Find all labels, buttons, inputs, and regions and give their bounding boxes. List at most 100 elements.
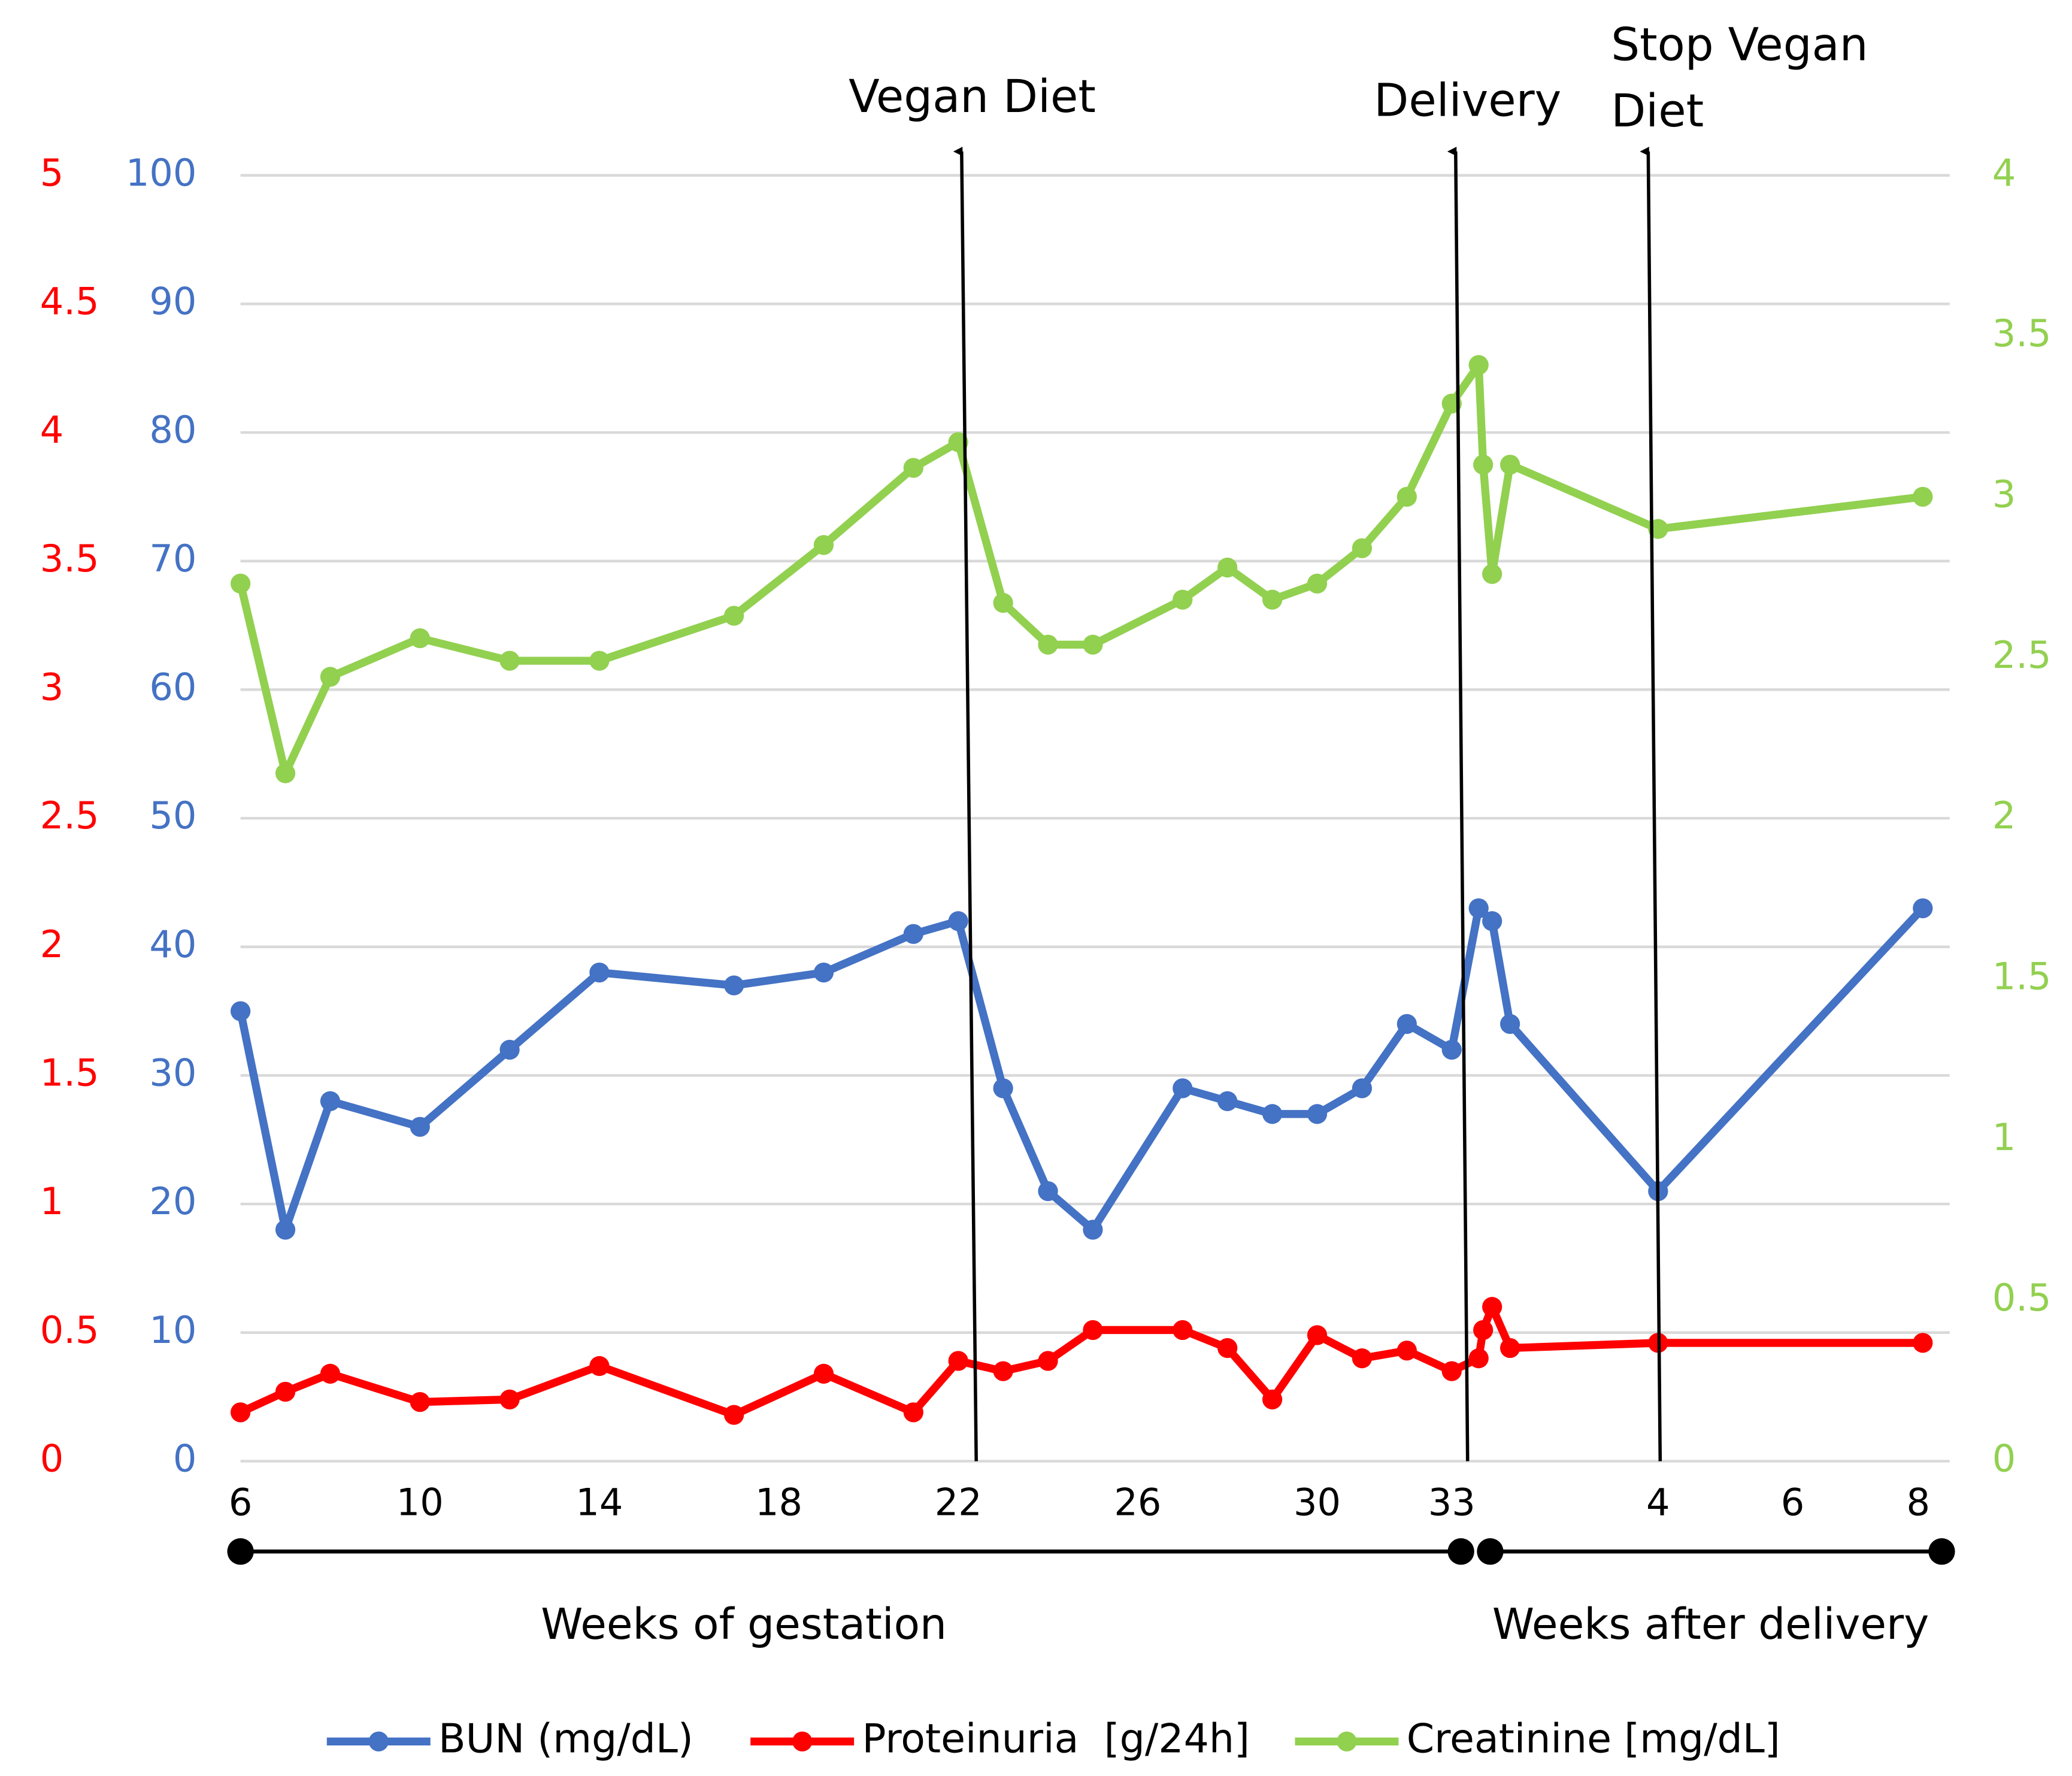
- data-point: [948, 1351, 968, 1371]
- x-tick-label: 30: [1294, 1481, 1341, 1524]
- annotation-arrow: [953, 147, 978, 1462]
- data-point: [230, 573, 251, 594]
- data-point: [1217, 557, 1238, 578]
- y-tick-label: 1: [40, 1179, 64, 1223]
- y-tick-label: 4: [40, 408, 64, 452]
- data-point: [499, 1039, 520, 1060]
- annotation: Vegan Diet: [849, 70, 1096, 123]
- data-point: [275, 1381, 296, 1402]
- data-point: [1307, 1325, 1328, 1345]
- data-point: [1500, 455, 1520, 475]
- legend-label: BUN (mg/dL): [438, 1715, 693, 1762]
- data-point: [1083, 634, 1103, 655]
- data-point: [813, 1363, 834, 1384]
- data-point: [1441, 1039, 1462, 1060]
- y-tick-label: 4: [1992, 151, 2016, 195]
- y-tick-label: 3.5: [40, 537, 99, 580]
- y-tick-label: 80: [149, 408, 196, 452]
- y-tick-label: 2: [40, 922, 64, 966]
- y-tick-label: 3: [40, 665, 64, 709]
- y-tick-label: 40: [149, 922, 196, 966]
- data-point: [1500, 1013, 1520, 1034]
- legend-marker: [792, 1731, 813, 1751]
- y-tick-label: 60: [149, 665, 196, 709]
- data-point: [1473, 455, 1494, 475]
- y-tick-label: 1: [1992, 1115, 2016, 1159]
- data-point: [1397, 486, 1417, 507]
- y-tick-label: 0.5: [40, 1308, 99, 1352]
- data-point: [1217, 1091, 1238, 1111]
- data-point: [589, 963, 610, 983]
- data-point: [275, 763, 296, 783]
- data-point: [1473, 1320, 1494, 1341]
- legend-marker: [368, 1731, 389, 1751]
- y-tick-label: 5: [40, 151, 64, 195]
- data-point: [1913, 486, 1933, 507]
- data-point: [1217, 1338, 1238, 1359]
- y-tick-label: 10: [149, 1308, 196, 1352]
- data-point: [1913, 1333, 1933, 1353]
- data-point: [1352, 538, 1373, 558]
- data-point: [1397, 1013, 1417, 1034]
- data-point: [1038, 634, 1058, 655]
- y-tick-label: 3.5: [1992, 311, 2052, 355]
- x-tick-label: 10: [396, 1481, 444, 1524]
- annotation: Delivery: [1374, 74, 1561, 126]
- data-point: [320, 1091, 341, 1111]
- legend-label: Proteinuria [g/24h]: [862, 1715, 1250, 1762]
- data-point: [230, 1001, 251, 1021]
- data-point: [724, 606, 744, 626]
- data-point: [1038, 1181, 1058, 1202]
- data-point: [1307, 1104, 1328, 1124]
- annotation-arrow: [1640, 147, 1662, 1462]
- y-tick-label: 4.5: [40, 279, 99, 323]
- data-point: [499, 651, 520, 671]
- annotation: Stop Vegan: [1611, 18, 1868, 71]
- data-point: [1500, 1338, 1520, 1359]
- series-line: [238, 1303, 1923, 1419]
- y-tick-label: 2: [1992, 794, 2016, 837]
- y-tick-label: 1.5: [40, 1051, 99, 1094]
- data-point: [993, 1361, 1013, 1381]
- y-tick-label: 2.5: [40, 794, 99, 837]
- data-point: [1352, 1348, 1373, 1369]
- data-point: [1352, 1078, 1373, 1099]
- legend-marker: [1337, 1731, 1357, 1751]
- data-point: [948, 911, 968, 931]
- data-point: [1173, 1320, 1193, 1341]
- y-tick-label: 0: [1992, 1436, 2016, 1480]
- y-tick-label: 3: [1992, 472, 2016, 516]
- data-point: [1482, 1297, 1502, 1317]
- data-point: [589, 1356, 610, 1376]
- data-point: [1482, 564, 1502, 584]
- y-tick-label: 1.5: [1992, 954, 2052, 998]
- x-tick-label: 6: [229, 1481, 252, 1524]
- data-point: [589, 651, 610, 671]
- x-tick-label: 14: [575, 1481, 623, 1524]
- data-point: [230, 1402, 251, 1423]
- data-point: [813, 963, 834, 983]
- timeline: [227, 1538, 1955, 1565]
- data-point: [320, 1363, 341, 1384]
- x-tick-label: 18: [755, 1481, 802, 1524]
- data-point: [1173, 589, 1193, 610]
- data-point: [903, 924, 923, 944]
- data-point: [1038, 1351, 1058, 1371]
- x-tick-label: 22: [935, 1481, 982, 1524]
- data-point: [1262, 589, 1283, 610]
- data-point: [410, 628, 430, 649]
- timeline-dot: [1477, 1538, 1504, 1565]
- x-axis-label: Weeks after delivery: [1492, 1599, 1929, 1649]
- x-tick-label: 6: [1781, 1481, 1805, 1524]
- data-point: [993, 592, 1013, 613]
- data-point: [1307, 573, 1328, 594]
- y-tick-label: 0.5: [1992, 1276, 2052, 1320]
- y-tick-label: 90: [149, 279, 196, 323]
- data-point: [724, 975, 744, 996]
- data-point: [813, 535, 834, 555]
- data-point: [410, 1117, 430, 1137]
- y-tick-label: 0: [40, 1436, 64, 1480]
- y-tick-label: 100: [126, 151, 197, 195]
- annotation: Diet: [1611, 84, 1704, 137]
